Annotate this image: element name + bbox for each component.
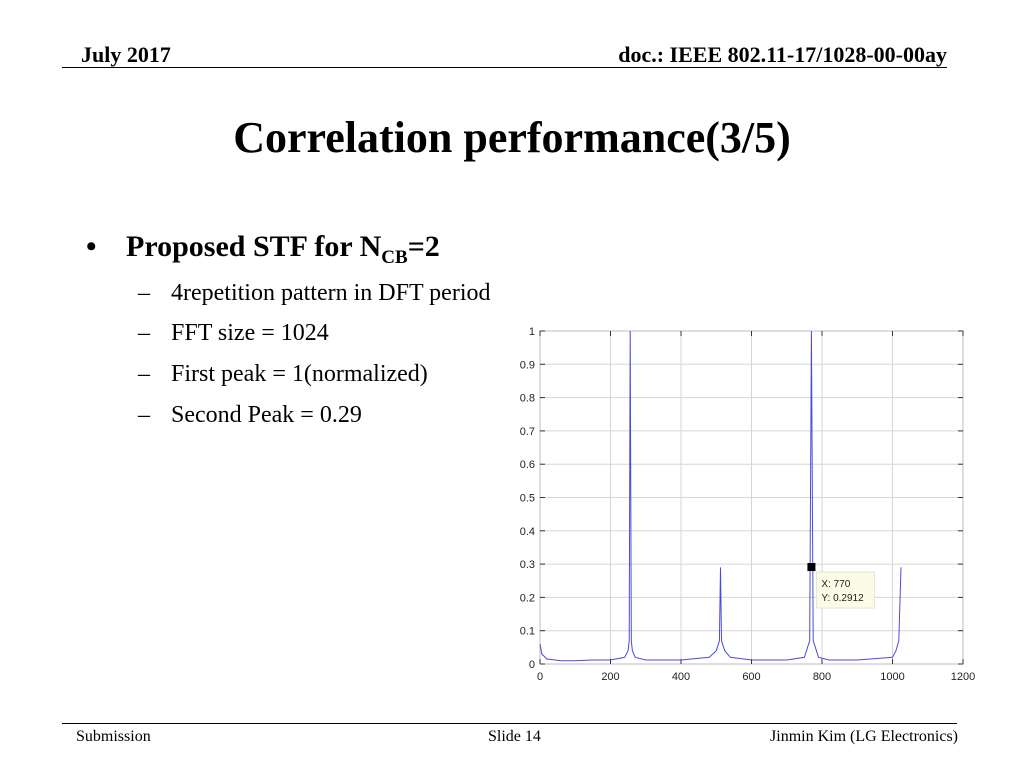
x-tick-label: 1000 <box>880 671 904 683</box>
sub-bullet-text: 4repetition pattern in DFT period <box>171 280 491 306</box>
datatip-box <box>815 571 875 609</box>
sub-bullet-text: Second Peak = 0.29 <box>171 402 362 428</box>
y-tick-label: 0.2 <box>520 592 535 604</box>
correlation-series-line <box>539 330 902 662</box>
header-date: July 2017 <box>81 42 171 67</box>
datatip-marker <box>807 563 816 572</box>
y-tick-label: 0.4 <box>520 526 535 538</box>
x-tick-label: 0 <box>537 671 543 683</box>
sub-bullet-text: FFT size = 1024 <box>171 320 329 346</box>
y-tick-label: 0.8 <box>520 393 535 405</box>
sub-bullet-dash: – <box>138 402 150 428</box>
header-doc-id: doc.: IEEE 802.11-17/1028-00-00ay <box>618 42 947 67</box>
y-tick-label: 1 <box>529 326 535 338</box>
correlation-chart-svg: 0 0.1 0.2 0.3 0.4 0.5 0.6 0.7 0.8 0.9 1 0 200 400 600 8… <box>520 326 976 683</box>
footer-author: Jinmin Kim (LG Electronics) <box>770 728 958 745</box>
bullet-text-prefix: Proposed STF for N <box>126 230 382 263</box>
datatip-y-label: Y: 0.2912 <box>821 593 864 604</box>
footer-slide-number: Slide 14 <box>488 728 541 745</box>
sub-bullet-dash: – <box>138 361 150 387</box>
y-tick-label: 0.5 <box>520 493 535 505</box>
sub-bullet: – First peak = 1(normalized) <box>138 361 428 388</box>
y-tick-label: 0 <box>529 659 535 671</box>
y-tick-label: 0.7 <box>520 426 535 438</box>
x-tick-label: 200 <box>601 671 619 683</box>
header-rule <box>62 67 947 68</box>
bullet-text-subscript: CB <box>381 247 408 268</box>
x-tick-label: 1200 <box>951 671 975 683</box>
main-bullet: • Proposed STF for NCB=2 <box>86 230 440 269</box>
y-tick-label: 0.3 <box>520 559 535 571</box>
slide-title: Correlation performance(3/5) <box>233 113 791 162</box>
x-tick-label: 800 <box>813 671 831 683</box>
bullet-text-suffix: =2 <box>407 230 440 263</box>
sub-bullet: – FFT size = 1024 <box>138 320 329 347</box>
x-tick-label: 400 <box>672 671 690 683</box>
sub-bullet-text: First peak = 1(normalized) <box>171 361 428 387</box>
correlation-chart: 0 0.1 0.2 0.3 0.4 0.5 0.6 0.7 0.8 0.9 1 0 200 400 600 8… <box>500 322 980 687</box>
bullet-dot: • <box>86 230 97 263</box>
y-tick-label: 0.6 <box>520 459 535 471</box>
y-tick-label: 0.9 <box>520 359 535 371</box>
footer-rule <box>62 723 957 724</box>
sub-bullet-dash: – <box>138 320 150 346</box>
footer-submission: Submission <box>76 728 151 745</box>
datatip-x-label: X: 770 <box>821 579 850 590</box>
sub-bullet: – Second Peak = 0.29 <box>138 402 362 429</box>
x-tick-label: 600 <box>742 671 760 683</box>
y-tick-label: 0.1 <box>520 626 535 638</box>
sub-bullet-dash: – <box>138 280 150 306</box>
sub-bullet: –4repetition pattern in DFT period <box>138 280 491 307</box>
